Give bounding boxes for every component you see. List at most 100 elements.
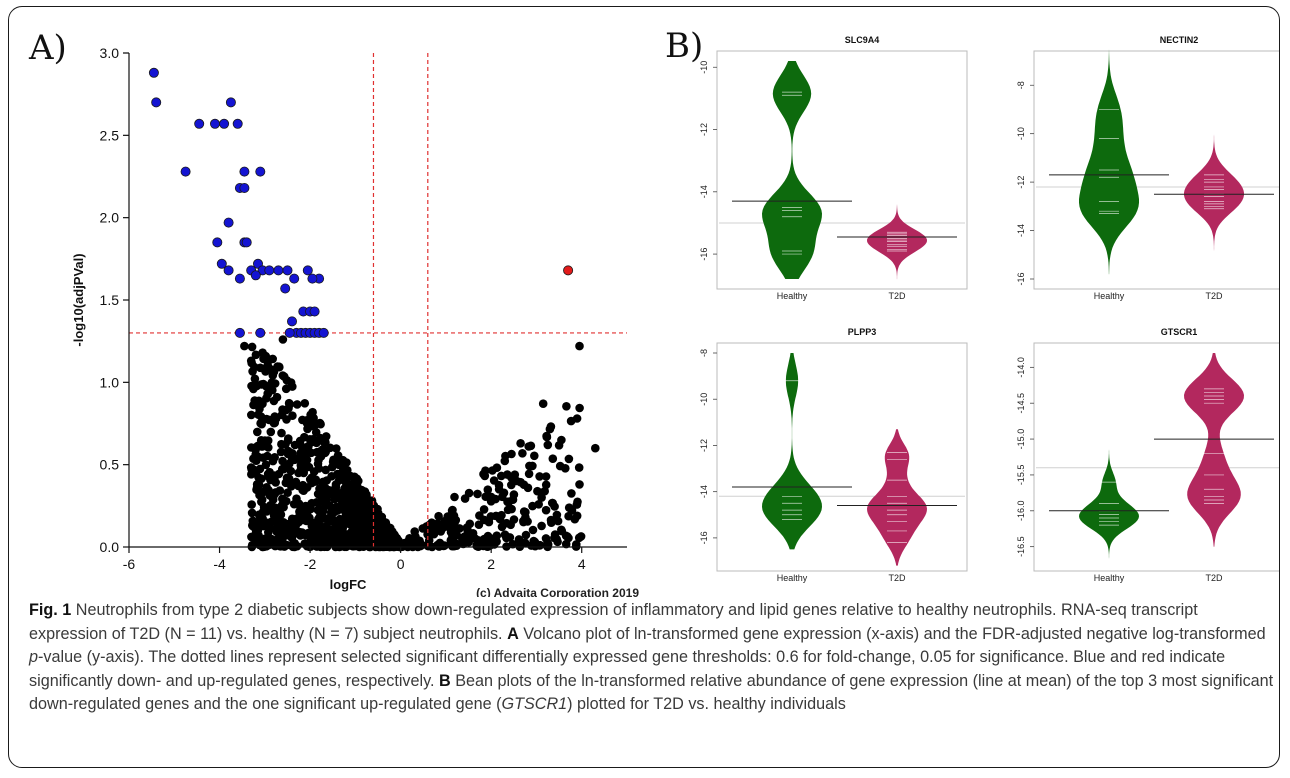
ns-point	[369, 537, 379, 546]
ns-point	[325, 443, 335, 453]
ns-point	[278, 494, 287, 504]
bean-y-tick-label: -12	[1016, 176, 1026, 189]
ns-point	[552, 535, 562, 544]
down-regulated-point	[234, 327, 245, 338]
down-regulated-point	[239, 166, 250, 177]
y-tick-label: 3.0	[100, 45, 120, 61]
down-regulated-point	[180, 166, 191, 177]
ns-point	[486, 512, 496, 521]
ns-point	[474, 520, 484, 529]
ns-point	[269, 396, 279, 406]
ns-point	[572, 511, 582, 521]
down-regulated-point	[225, 97, 236, 108]
ns-point	[433, 540, 442, 550]
ns-point	[561, 539, 571, 549]
bean-y-tick-label: -14.0	[1016, 357, 1026, 378]
ns-point	[365, 496, 375, 506]
ns-point	[249, 465, 258, 474]
ns-point	[537, 493, 546, 502]
down-regulated-point	[273, 265, 284, 276]
ns-point	[283, 436, 293, 445]
ns-point	[335, 490, 344, 500]
ns-point	[521, 530, 531, 540]
ns-point	[254, 531, 263, 540]
ns-point	[278, 335, 288, 344]
ns-point	[263, 541, 272, 550]
ns-point	[256, 419, 265, 428]
ns-point	[567, 506, 577, 515]
watermark-text: (c) Advaita Corporation 2019	[476, 586, 639, 597]
y-tick-label: 0.0	[100, 539, 120, 555]
bean-y-tick-label: -16.5	[1016, 536, 1026, 557]
ns-point	[279, 518, 288, 527]
ns-point	[259, 521, 268, 531]
ns-point	[350, 520, 359, 529]
panel-label-a: A)	[28, 28, 67, 68]
ns-point	[296, 466, 305, 476]
ns-point	[252, 483, 262, 492]
ns-point	[304, 515, 313, 525]
ns-point	[279, 372, 289, 381]
ns-point	[474, 536, 484, 545]
down-regulated-point	[289, 273, 300, 284]
down-regulated-point	[264, 265, 275, 276]
ns-point	[575, 403, 584, 413]
bean-y-tick-label: -8	[1016, 81, 1026, 89]
ns-point	[343, 465, 352, 475]
bean-category-label: Healthy	[777, 291, 808, 301]
ns-point	[315, 433, 325, 443]
ns-point	[257, 474, 266, 484]
ns-point	[284, 446, 293, 456]
ns-point	[314, 455, 323, 465]
ns-point	[576, 532, 586, 541]
ns-point	[240, 341, 249, 351]
bean-plot-frame	[1033, 50, 1279, 290]
down-regulated-point	[302, 265, 313, 276]
ns-point	[300, 399, 310, 408]
ns-point	[286, 466, 296, 476]
ns-point	[575, 341, 584, 351]
ns-point	[492, 463, 502, 473]
ns-point	[566, 416, 576, 426]
bean-plot-frame	[716, 342, 968, 572]
ns-point	[479, 505, 489, 514]
ns-point	[557, 435, 566, 445]
down-regulated-point	[250, 270, 261, 281]
caption-text-3: -value (y-axis). The dotted lines repres…	[29, 648, 1226, 690]
caption-p-italic: p	[29, 648, 39, 666]
ns-point	[500, 530, 510, 539]
figure-frame: A) B) -6 -4 -2 0 2 4 0.0 0.5 1.0 1.5 2.0 2.5 3.0 logF…	[8, 6, 1280, 768]
bean-y-tick-label: -16	[699, 248, 709, 261]
ns-point	[357, 541, 367, 550]
ns-point	[316, 505, 326, 515]
bean-y-tick-label: -14	[699, 185, 709, 198]
ns-point	[321, 465, 331, 475]
ns-point	[263, 436, 273, 445]
ns-point	[528, 525, 538, 535]
ns-point	[267, 517, 277, 526]
figure-graphics: A) B) -6 -4 -2 0 2 4 0.0 0.5 1.0 1.5 2.0 2.5 3.0 logF…	[28, 26, 1279, 597]
ns-point	[334, 460, 344, 470]
ns-point	[491, 494, 500, 504]
ns-point	[253, 427, 262, 437]
ns-point	[535, 472, 544, 481]
bean-y-tick-label: -14	[1016, 224, 1026, 237]
ns-point	[443, 512, 453, 521]
x-tick-label: 0	[397, 556, 405, 572]
bean-y-tick-label: -14	[699, 485, 709, 498]
down-regulated-point	[255, 327, 266, 338]
y-tick-label: 2.0	[100, 210, 120, 226]
down-regulated-point	[234, 273, 245, 284]
ns-point	[273, 508, 283, 518]
up-regulated-point	[563, 265, 574, 276]
ns-point	[500, 456, 510, 466]
down-regulated-point	[212, 237, 223, 248]
ns-point	[543, 440, 553, 450]
ns-point	[575, 480, 584, 489]
ns-point	[345, 514, 354, 524]
y-tick-label: 1.5	[100, 292, 120, 308]
ns-point	[295, 500, 305, 510]
ns-point	[541, 472, 551, 481]
ns-point	[271, 478, 281, 487]
bean-shape-t2d	[1184, 353, 1244, 547]
